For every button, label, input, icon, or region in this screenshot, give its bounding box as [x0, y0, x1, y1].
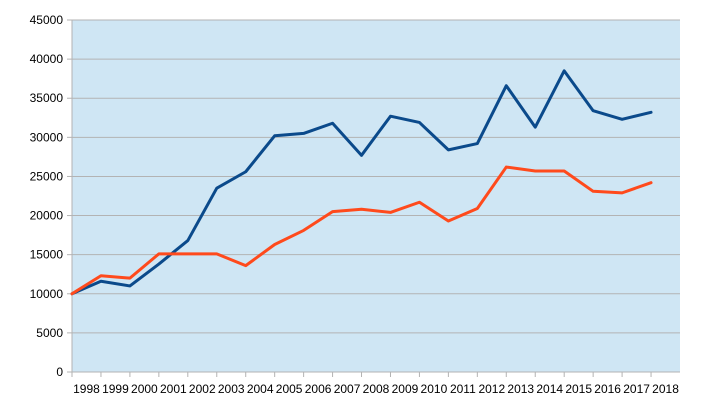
- series-lines: [70, 69, 653, 296]
- y-tick-label: 40000: [30, 52, 64, 66]
- x-tick-label: 2014: [536, 382, 563, 396]
- x-tick-label: 2017: [623, 382, 650, 396]
- y-tick-label: 30000: [30, 130, 64, 144]
- y-tick-label: 10000: [30, 287, 64, 301]
- x-tick-label: 2010: [421, 382, 448, 396]
- x-tick-label: 2001: [160, 382, 187, 396]
- x-tick-label: 1998: [73, 382, 100, 396]
- x-tick-label: 2007: [334, 382, 361, 396]
- y-tick-label: 45000: [30, 13, 64, 27]
- y-tick-label: 15000: [30, 248, 64, 262]
- x-tick-label: 2012: [478, 382, 505, 396]
- x-tick-labels: 1998 1999 2000 2001 2002 2003 2004 2005 2006 2007…: [71, 372, 679, 396]
- x-tick-label: 2005: [276, 382, 303, 396]
- x-tick-label: 2006: [305, 382, 332, 396]
- plot-area: [72, 20, 680, 372]
- x-tick-label: 2011: [450, 382, 476, 396]
- y-tick-label: 20000: [30, 209, 64, 223]
- axes: [71, 20, 680, 373]
- x-tick-label: 2013: [507, 382, 534, 396]
- x-tick-label: 2008: [363, 382, 390, 396]
- y-tick-label: 25000: [30, 169, 64, 183]
- series-line-2: [70, 165, 653, 296]
- x-tick-label: 2003: [218, 382, 245, 396]
- y-tick-label: 35000: [30, 91, 64, 105]
- series-line-1: [70, 69, 653, 296]
- y-tick-labels: 0 5000 10000 15000 20000 25000 30000 35000 40000…: [30, 13, 72, 379]
- x-tick-label: 2015: [565, 382, 592, 396]
- y-tick-label: 5000: [36, 326, 63, 340]
- x-tick-label: 1999: [102, 382, 129, 396]
- x-tick-label: 2016: [594, 382, 621, 396]
- x-tick-label: 2000: [131, 382, 158, 396]
- x-tick-label: 2009: [392, 382, 419, 396]
- x-tick-label: 2018: [652, 382, 679, 396]
- y-tick-label: 0: [56, 365, 63, 379]
- x-tick-label: 2002: [189, 382, 216, 396]
- x-tick-label: 2004: [247, 382, 274, 396]
